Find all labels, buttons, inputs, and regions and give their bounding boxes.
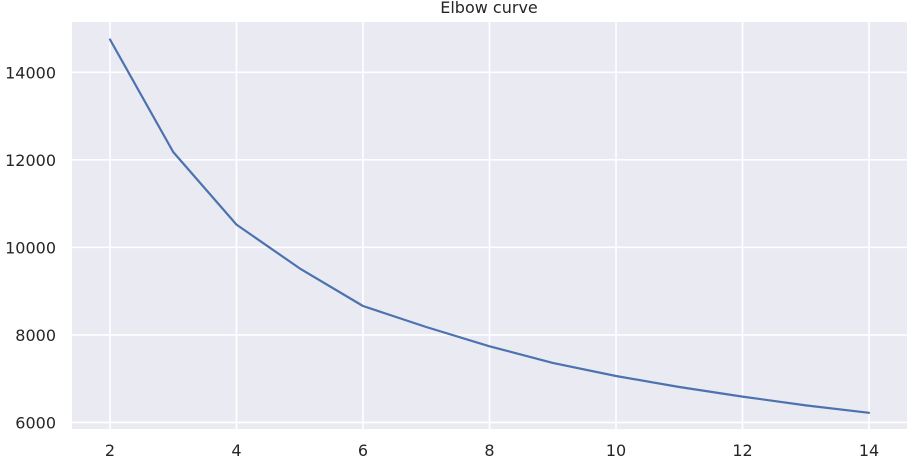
y-tick-label: 14000 [5, 63, 56, 82]
y-tick-label: 6000 [15, 413, 56, 432]
x-tick-label: 8 [484, 441, 494, 460]
x-tick-label: 12 [732, 441, 752, 460]
chart-title: Elbow curve [440, 0, 538, 17]
x-tick-label: 6 [358, 441, 368, 460]
x-axis-ticks: 2 4 6 8 10 12 14 [105, 441, 879, 460]
x-tick-label: 14 [859, 441, 879, 460]
y-axis-ticks: 6000 8000 10000 12000 14000 [5, 63, 56, 432]
y-tick-label: 12000 [5, 151, 56, 170]
x-tick-label: 4 [231, 441, 241, 460]
y-tick-label: 8000 [15, 326, 56, 345]
y-tick-label: 10000 [5, 238, 56, 257]
x-tick-label: 10 [606, 441, 626, 460]
x-tick-label: 2 [105, 441, 115, 460]
